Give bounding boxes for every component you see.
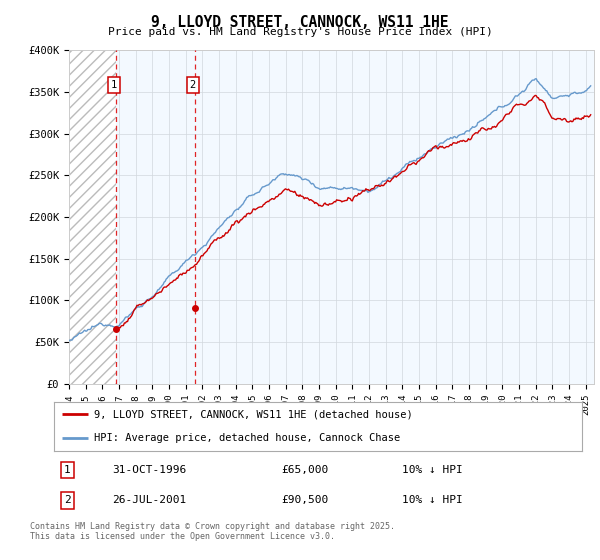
Text: 2: 2 (190, 81, 196, 90)
Text: 1: 1 (110, 81, 117, 90)
Text: £65,000: £65,000 (281, 465, 328, 475)
Bar (116, 50, 594, 384)
Text: 10% ↓ HPI: 10% ↓ HPI (403, 465, 463, 475)
Text: £90,500: £90,500 (281, 496, 328, 506)
Text: 9, LLOYD STREET, CANNOCK, WS11 1HE (detached house): 9, LLOYD STREET, CANNOCK, WS11 1HE (deta… (94, 409, 412, 419)
Text: 10% ↓ HPI: 10% ↓ HPI (403, 496, 463, 506)
Text: 9, LLOYD STREET, CANNOCK, WS11 1HE: 9, LLOYD STREET, CANNOCK, WS11 1HE (151, 15, 449, 30)
Bar (69, 50, 116, 384)
Text: 26-JUL-2001: 26-JUL-2001 (112, 496, 187, 506)
Text: 1: 1 (64, 465, 71, 475)
Text: 2: 2 (64, 496, 71, 506)
Text: 31-OCT-1996: 31-OCT-1996 (112, 465, 187, 475)
Text: HPI: Average price, detached house, Cannock Chase: HPI: Average price, detached house, Cann… (94, 433, 400, 443)
Text: Contains HM Land Registry data © Crown copyright and database right 2025.
This d: Contains HM Land Registry data © Crown c… (30, 522, 395, 542)
Text: Price paid vs. HM Land Registry's House Price Index (HPI): Price paid vs. HM Land Registry's House … (107, 27, 493, 37)
